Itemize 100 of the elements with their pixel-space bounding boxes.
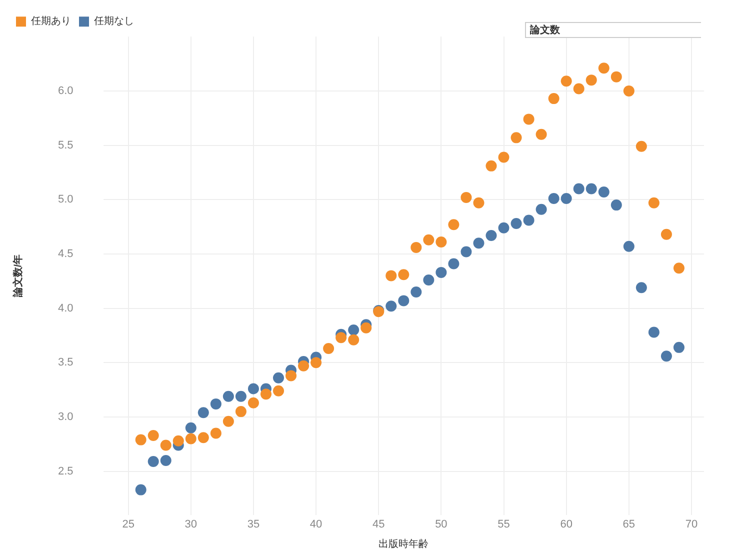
legend-label: 任期あり (30, 15, 71, 28)
point (636, 282, 647, 294)
point (573, 183, 584, 194)
point (448, 219, 460, 230)
point (636, 140, 647, 152)
point (473, 197, 484, 208)
x-tick-label: 35 (247, 518, 260, 530)
point (486, 160, 497, 172)
point (386, 300, 397, 312)
point (623, 85, 634, 96)
point (336, 332, 347, 344)
x-tick-label: 55 (498, 518, 510, 530)
dropdown-field: 論文数 (525, 22, 701, 38)
point (160, 454, 172, 466)
point (398, 269, 410, 280)
point (598, 186, 610, 198)
point (598, 62, 610, 74)
point (510, 132, 522, 144)
point (210, 398, 222, 410)
point (248, 383, 259, 394)
point (348, 334, 360, 346)
point (498, 152, 510, 163)
point (286, 370, 297, 382)
point (135, 484, 146, 496)
point (235, 406, 246, 418)
point (548, 193, 560, 204)
point (323, 343, 334, 354)
point (498, 222, 510, 234)
legend-label: 任期なし (93, 15, 134, 28)
point (235, 390, 246, 402)
point (673, 262, 684, 274)
point (386, 270, 397, 282)
point (185, 422, 196, 434)
point (423, 274, 434, 286)
point (398, 295, 410, 306)
point (298, 360, 310, 372)
point (172, 435, 184, 446)
point (198, 432, 209, 444)
point (623, 240, 634, 252)
point (348, 324, 360, 336)
point (573, 83, 584, 94)
point (210, 428, 222, 439)
point (436, 266, 447, 278)
x-tick-label: 30 (184, 518, 198, 530)
point (460, 192, 472, 203)
point (586, 74, 597, 86)
point (536, 204, 547, 215)
point (410, 242, 422, 253)
x-tick-label: 60 (560, 518, 572, 530)
point (523, 114, 534, 125)
x-tick-label: 45 (372, 518, 385, 530)
y-tick-label: 4.0 (58, 302, 74, 314)
point (148, 456, 159, 468)
point (610, 200, 622, 211)
point (460, 246, 472, 258)
x-axis-title: 出版時年齢 (378, 538, 429, 550)
point (423, 234, 434, 246)
point (673, 342, 684, 353)
point (586, 183, 597, 194)
point (548, 93, 560, 104)
point (198, 407, 209, 418)
x-tick-label: 40 (310, 518, 322, 530)
point (660, 350, 672, 362)
x-tick-label: 70 (685, 518, 698, 530)
point (536, 128, 547, 140)
x-tick-label: 25 (122, 518, 134, 530)
point (448, 258, 460, 270)
point (648, 326, 660, 338)
point (273, 372, 284, 384)
point (185, 433, 196, 444)
y-tick-label: 4.5 (58, 248, 74, 260)
point (436, 236, 447, 248)
point (248, 397, 259, 408)
point (160, 440, 172, 451)
point (360, 322, 372, 334)
y-tick-label: 6.0 (58, 84, 74, 97)
point (473, 238, 484, 249)
point (222, 390, 234, 402)
y-tick-label: 3.0 (58, 411, 74, 424)
point (660, 228, 672, 240)
point (310, 357, 322, 368)
point (410, 286, 422, 298)
point (135, 434, 146, 446)
point (260, 388, 272, 400)
point (510, 218, 522, 230)
point (523, 214, 534, 226)
point (273, 385, 284, 396)
point (486, 230, 497, 241)
point (648, 197, 660, 208)
y-tick-label: 5.0 (58, 194, 74, 206)
point (148, 430, 159, 441)
point (560, 76, 572, 87)
x-tick-label: 65 (622, 518, 636, 530)
y-tick-label: 5.5 (58, 139, 74, 152)
y-axis-title: 論文数/年 (12, 254, 24, 298)
y-tick-label: 3.5 (58, 356, 74, 369)
point (610, 71, 622, 82)
point (560, 193, 572, 204)
point (222, 416, 234, 427)
y-tick-label: 2.5 (58, 465, 74, 478)
